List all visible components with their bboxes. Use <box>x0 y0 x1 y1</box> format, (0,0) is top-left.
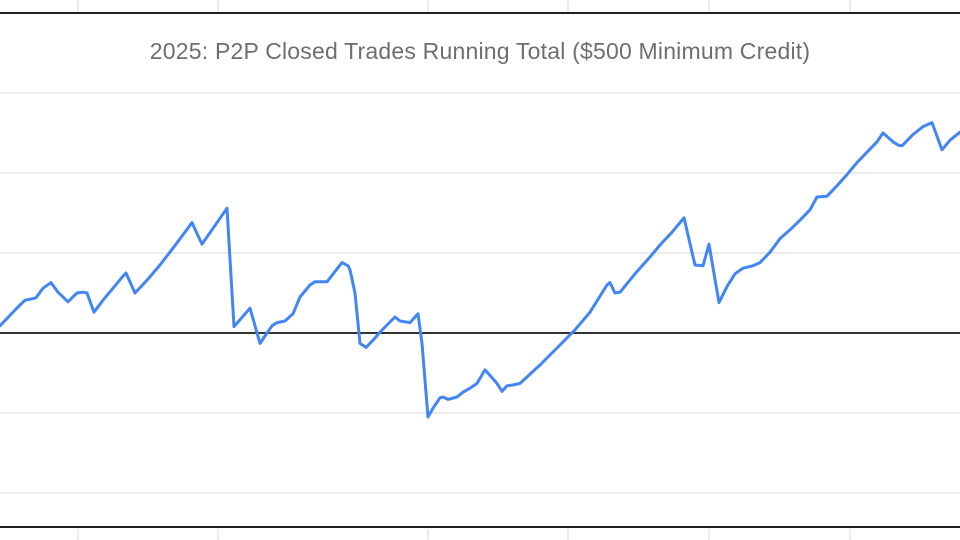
series-line-running-total <box>0 121 960 419</box>
chart-title: 2025: P2P Closed Trades Running Total ($… <box>149 38 811 64</box>
